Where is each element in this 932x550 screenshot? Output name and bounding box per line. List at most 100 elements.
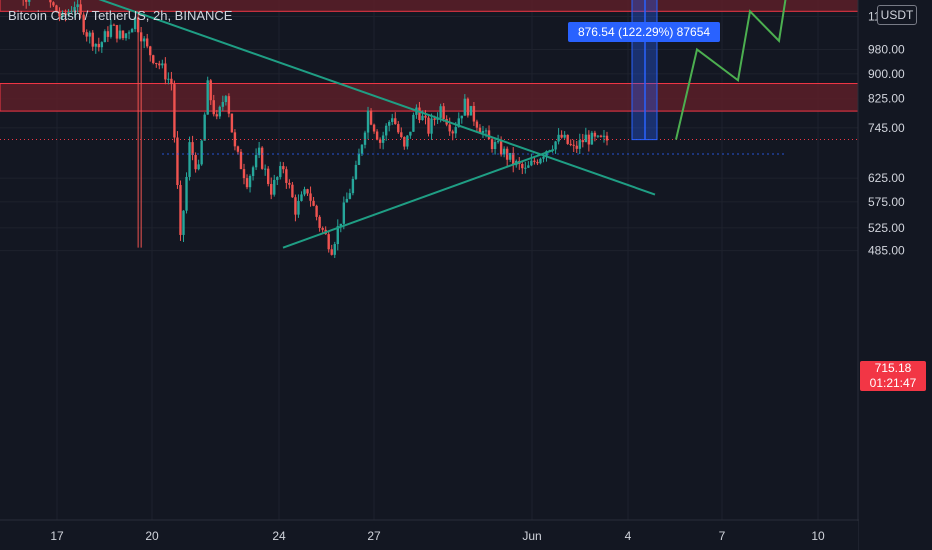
candle-body [584,134,588,143]
candle-body [188,142,191,177]
candle-body [530,160,533,166]
candles [22,0,609,258]
candle-body [521,163,524,169]
candle-body [200,140,203,165]
descending-trendline [98,0,656,196]
candle-body [490,139,494,149]
candle-body [167,78,170,80]
candle-body [88,32,91,37]
candle-body [469,106,473,116]
candle-body [463,98,467,116]
candle-body [391,118,394,122]
candle-body [218,106,221,117]
candle-body [406,135,409,147]
candle-body [318,216,321,228]
candle-body [158,63,161,66]
time-tick-label: 24 [272,529,286,543]
candle-body [182,210,185,235]
candle-body [388,121,391,126]
candle-body [118,30,122,39]
candle-body [581,140,584,143]
candle-body [64,12,67,16]
candle-body [427,117,430,134]
candle-body [527,165,530,168]
candle-body [136,17,140,33]
time-tick-label: 4 [625,529,632,543]
candle-body [451,131,454,134]
candle-body [130,29,134,33]
candle-body [372,124,376,132]
candle-body [124,33,128,39]
candle-body [466,98,470,116]
candle-body [251,167,255,176]
candle-body [91,32,94,47]
candle-body [533,160,536,162]
candle-body [560,134,563,138]
bar-countdown: 01:21:47 [869,376,917,390]
candle-body [345,198,349,203]
candle-body [539,158,542,164]
candle-body [236,146,240,152]
candle-body [260,147,264,169]
candle-body [572,144,575,146]
candle-body [545,151,548,157]
time-tick-label: 27 [367,529,381,543]
candle-body [360,144,364,154]
candle-body [294,197,297,215]
candle-body [179,185,182,235]
candle-body [73,7,76,12]
last-price-tag: 715.18 01:21:47 [860,361,926,391]
candle-body [233,132,237,147]
candle-body [139,32,143,42]
candle-body [418,107,421,121]
price-tick-label: 625.00 [868,171,905,185]
candle-body [152,55,155,63]
candle-body [267,168,270,185]
currency-badge[interactable]: USDT [877,5,917,25]
candle-body [499,141,503,155]
candle-body [596,135,600,137]
candle-body [502,148,506,155]
symbol-title: Bitcoin Cash / TetherUS, 2h, BINANCE [8,8,233,23]
candle-body [575,145,578,149]
candle-body [52,2,55,6]
candle-body [100,42,104,48]
candle-body [212,100,215,115]
candle-body [176,137,179,186]
candle-body [276,177,279,180]
candle-body [270,184,273,195]
candle-body [397,124,400,133]
projection-path [675,0,787,140]
candle-body [605,135,609,141]
candle-body [524,167,527,169]
candle-body [557,134,560,142]
candle-body [25,0,28,2]
candle-body [97,43,100,48]
candle-body [109,24,113,37]
candle-body [185,176,188,211]
candle-body [28,0,31,2]
candle-body [493,142,497,149]
candle-body [146,38,149,47]
candle-body [563,134,566,138]
candle-body [173,84,176,138]
candle-body [430,118,433,134]
candle-body [424,115,427,118]
price-tick-label: 575.00 [868,195,905,209]
candle-body [61,12,64,17]
candle-body [227,96,231,114]
candle-body [409,131,412,136]
candle-body [55,5,58,13]
candle-body [512,152,515,166]
price-tick-label: 745.00 [868,121,905,135]
price-tick-label: 485.00 [868,244,905,258]
candle-body [481,130,485,133]
candle-body [121,30,125,39]
candle-body [363,132,367,145]
candle-body [254,155,258,168]
candle-body [312,200,315,206]
candle-body [103,31,107,43]
candle-body [439,106,442,118]
